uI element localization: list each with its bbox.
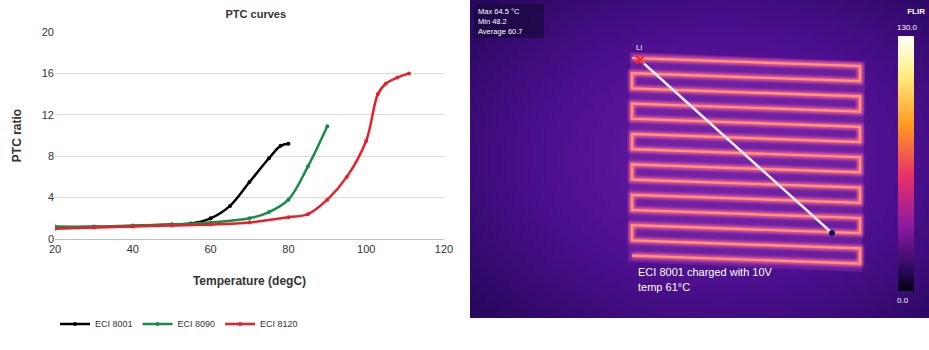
svg-text:4: 4 [48, 191, 54, 203]
svg-text:120: 120 [435, 243, 453, 255]
svg-text:Min 48.2: Min 48.2 [478, 17, 507, 26]
svg-text:Max 64.5 °C: Max 64.5 °C [478, 7, 520, 16]
svg-text:16: 16 [42, 67, 54, 79]
svg-text:0.0: 0.0 [897, 296, 909, 305]
svg-text:Average 60.7: Average 60.7 [478, 27, 522, 36]
svg-text:40: 40 [127, 243, 139, 255]
svg-text:ECI 8090: ECI 8090 [178, 319, 216, 329]
svg-text:0: 0 [48, 233, 54, 245]
svg-text:8: 8 [48, 150, 54, 162]
svg-text:PTC ratio: PTC ratio [10, 109, 24, 162]
svg-text:Temperature (degC): Temperature (degC) [193, 274, 306, 288]
svg-text:FLIR: FLIR [907, 7, 925, 16]
svg-text:ECI 8001: ECI 8001 [95, 319, 133, 329]
svg-text:20: 20 [42, 26, 54, 38]
svg-text:PTC curves: PTC curves [225, 8, 286, 20]
svg-text:20: 20 [49, 243, 61, 255]
svg-text:ECI 8120: ECI 8120 [260, 319, 298, 329]
svg-text:80: 80 [282, 243, 294, 255]
svg-text:Li: Li [636, 43, 642, 52]
svg-text:60: 60 [204, 243, 216, 255]
svg-text:temp 61°C: temp 61°C [638, 281, 690, 293]
svg-text:12: 12 [42, 109, 54, 121]
svg-text:ECI 8001 charged with 10V: ECI 8001 charged with 10V [638, 266, 773, 278]
svg-text:100: 100 [357, 243, 375, 255]
svg-text:130.0: 130.0 [897, 23, 918, 32]
